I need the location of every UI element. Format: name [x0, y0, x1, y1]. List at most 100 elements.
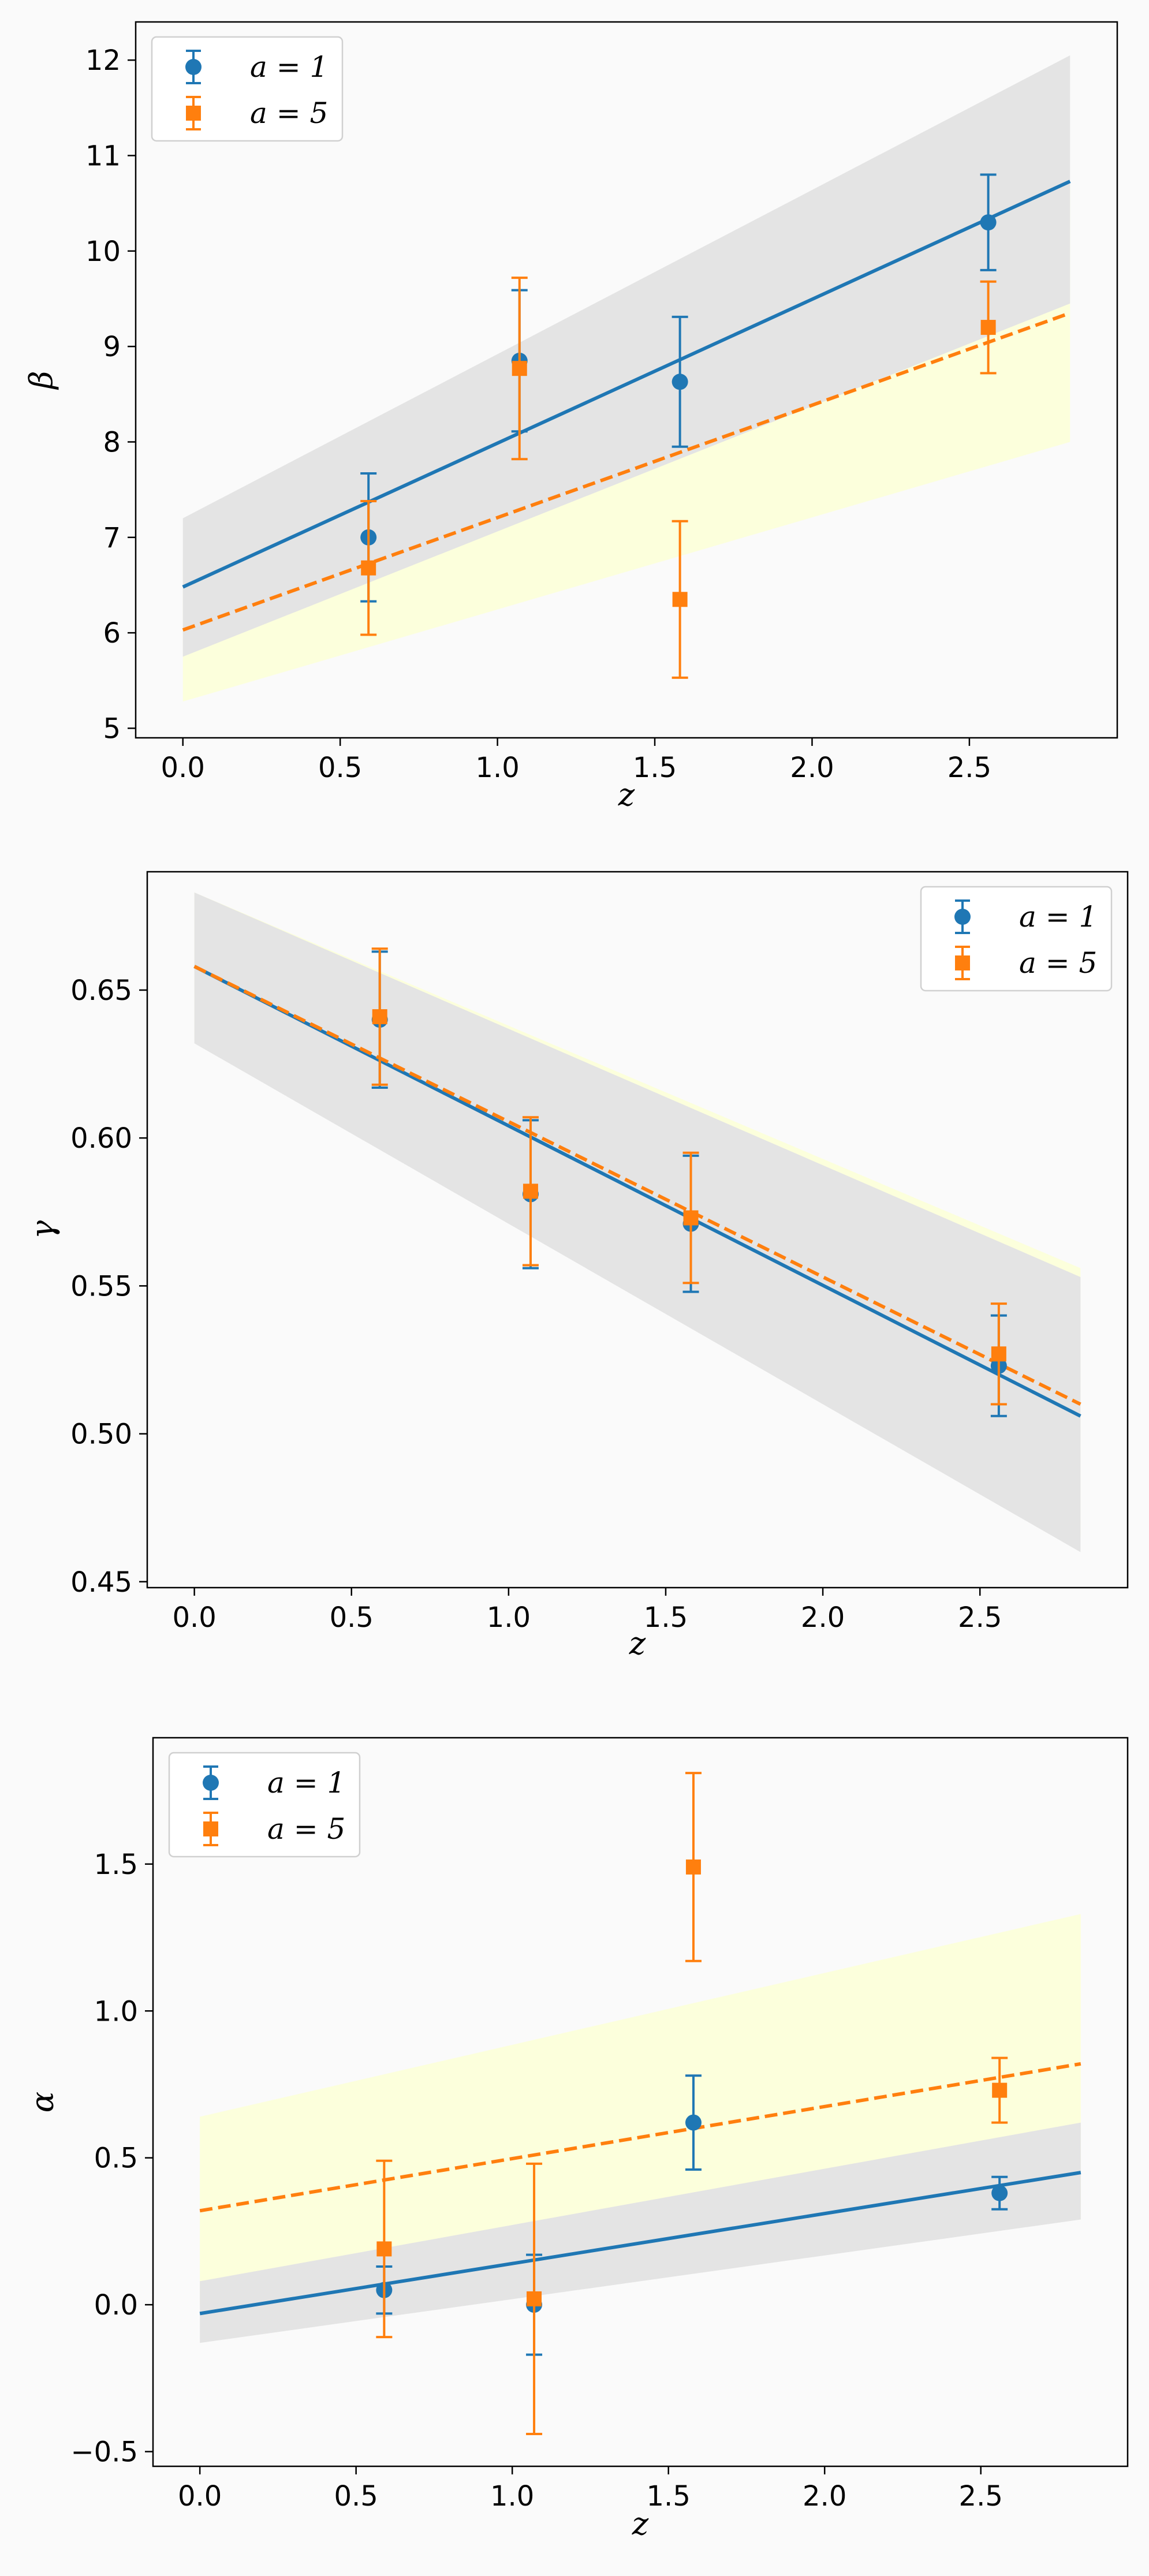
- alpha-point-a5-4: [991, 2056, 1008, 2124]
- gamma-point-a5-2: [522, 1116, 539, 1267]
- legend-marker: [955, 955, 970, 970]
- gamma-y-axis-label: γ: [24, 1220, 61, 1239]
- x-tick-label: 1.0: [490, 2480, 534, 2512]
- gamma-band-a1: [194, 892, 1081, 1552]
- data-marker: [512, 361, 527, 376]
- legend-item-a1: a = 1: [185, 50, 328, 84]
- y-tick-label: 0.50: [70, 1418, 132, 1451]
- x-tick-label: 2.0: [801, 1601, 845, 1634]
- legend-label: a = 1: [1019, 900, 1097, 934]
- y-tick-label: 0.65: [70, 975, 132, 1007]
- x-tick-label: 1.5: [644, 1601, 688, 1634]
- x-tick-label: 2.0: [803, 2480, 846, 2512]
- data-marker: [523, 1184, 538, 1199]
- beta-point-a5-2: [511, 277, 528, 461]
- legend-label: a = 5: [1019, 946, 1097, 980]
- legend-marker: [185, 59, 202, 75]
- y-tick-label: 12: [85, 44, 121, 77]
- legend-label: a = 5: [250, 96, 328, 130]
- data-marker: [372, 1009, 387, 1025]
- data-marker: [685, 2114, 702, 2131]
- y-tick-label: 0.55: [70, 1270, 132, 1302]
- x-tick-label: 1.0: [475, 752, 519, 784]
- x-tick-label: 0.0: [161, 752, 205, 784]
- beta-legend: a = 1 a = 5: [151, 36, 344, 142]
- legend-item-a5: a = 5: [203, 1812, 345, 1846]
- legend-label: a = 1: [267, 1766, 345, 1800]
- legend-item-a5: a = 5: [186, 96, 328, 130]
- y-tick-label: 8: [103, 426, 121, 458]
- beta-axes-frame: [135, 21, 1118, 739]
- gamma-plot-area: [193, 892, 1081, 1552]
- alpha-point-a5-1: [376, 2159, 393, 2339]
- x-tick-label: 2.5: [958, 1601, 1002, 1634]
- alpha-fit-line-a5: [199, 2062, 1081, 2213]
- data-marker: [991, 2185, 1008, 2201]
- data-marker: [672, 592, 688, 607]
- data-marker: [980, 320, 996, 335]
- y-tick-label: 0.45: [70, 1566, 132, 1599]
- beta-fit-line-a5: [182, 311, 1071, 632]
- legend-marker: [203, 1821, 218, 1836]
- data-marker: [376, 2241, 392, 2257]
- x-tick-label: 1.0: [487, 1601, 531, 1634]
- beta-point-a5-4: [980, 280, 997, 375]
- x-tick-label: 1.5: [633, 752, 677, 784]
- data-marker: [992, 2082, 1008, 2098]
- legend-label: a = 1: [250, 50, 328, 84]
- x-tick-label: 0.0: [172, 1601, 216, 1634]
- y-tick-label: 1.5: [94, 1849, 138, 1881]
- alpha-band-a1: [200, 2122, 1081, 2343]
- x-tick-label: 0.0: [178, 2480, 222, 2512]
- y-tick-label: −0.5: [70, 2436, 138, 2469]
- y-tick-label: 7: [103, 522, 121, 554]
- alpha-point-a1-4: [991, 2175, 1008, 2211]
- y-tick-label: 0.0: [94, 2289, 138, 2321]
- y-tick-label: 6: [103, 617, 121, 649]
- legend-marker: [954, 909, 971, 925]
- beta-point-a5-3: [672, 520, 688, 679]
- legend-marker: [186, 106, 201, 121]
- y-tick-label: 0.5: [94, 2142, 138, 2175]
- y-tick-label: 5: [103, 712, 121, 745]
- data-marker: [672, 374, 688, 390]
- gamma-x-axis-label: z: [629, 1625, 646, 1662]
- y-tick-label: 1.0: [94, 1995, 138, 2028]
- beta-fit-line-a1: [182, 180, 1071, 589]
- y-tick-label: 10: [85, 236, 121, 268]
- gamma-point-a5-3: [682, 1151, 699, 1285]
- beta-y-axis-label: β: [23, 371, 59, 390]
- x-tick-label: 2.0: [790, 752, 834, 784]
- x-tick-label: 2.5: [947, 752, 991, 784]
- alpha-fit-line-a1: [199, 2171, 1081, 2316]
- data-marker: [361, 560, 376, 576]
- alpha-plot-area: [199, 1772, 1081, 2436]
- x-tick-label: 0.5: [330, 1601, 374, 1634]
- gamma-legend: a = 1 a = 5: [920, 886, 1113, 992]
- alpha-point-a5-3: [685, 1772, 702, 1962]
- legend-item-a1: a = 1: [203, 1765, 345, 1800]
- data-marker: [991, 1346, 1006, 1362]
- gamma-fit-line-a1: [193, 965, 1081, 1418]
- alpha-y-axis-label: α: [24, 2092, 61, 2112]
- data-marker: [685, 1859, 701, 1875]
- x-tick-label: 0.5: [334, 2480, 378, 2512]
- legend-label: a = 5: [267, 1812, 345, 1846]
- gamma-panel: 0.0 0.5 1.0 1.5 2.0 2.5 0.45 0.50 0.55 0.60 0.65 z γ…: [24, 871, 1129, 1662]
- data-marker: [527, 2291, 542, 2306]
- alpha-point-a5-2: [526, 2162, 543, 2436]
- alpha-x-axis-label: z: [632, 2506, 649, 2542]
- data-marker: [980, 214, 997, 231]
- x-tick-label: 0.5: [318, 752, 362, 784]
- y-tick-label: 11: [85, 140, 121, 172]
- x-tick-label: 1.5: [647, 2480, 691, 2512]
- beta-point-a5-1: [360, 499, 377, 636]
- beta-plot-area: [182, 55, 1071, 702]
- gamma-axes-frame: [146, 871, 1129, 1589]
- alpha-axes-frame: [152, 1737, 1129, 2467]
- x-tick-label: 2.5: [959, 2480, 1003, 2512]
- y-tick-label: 9: [103, 331, 121, 363]
